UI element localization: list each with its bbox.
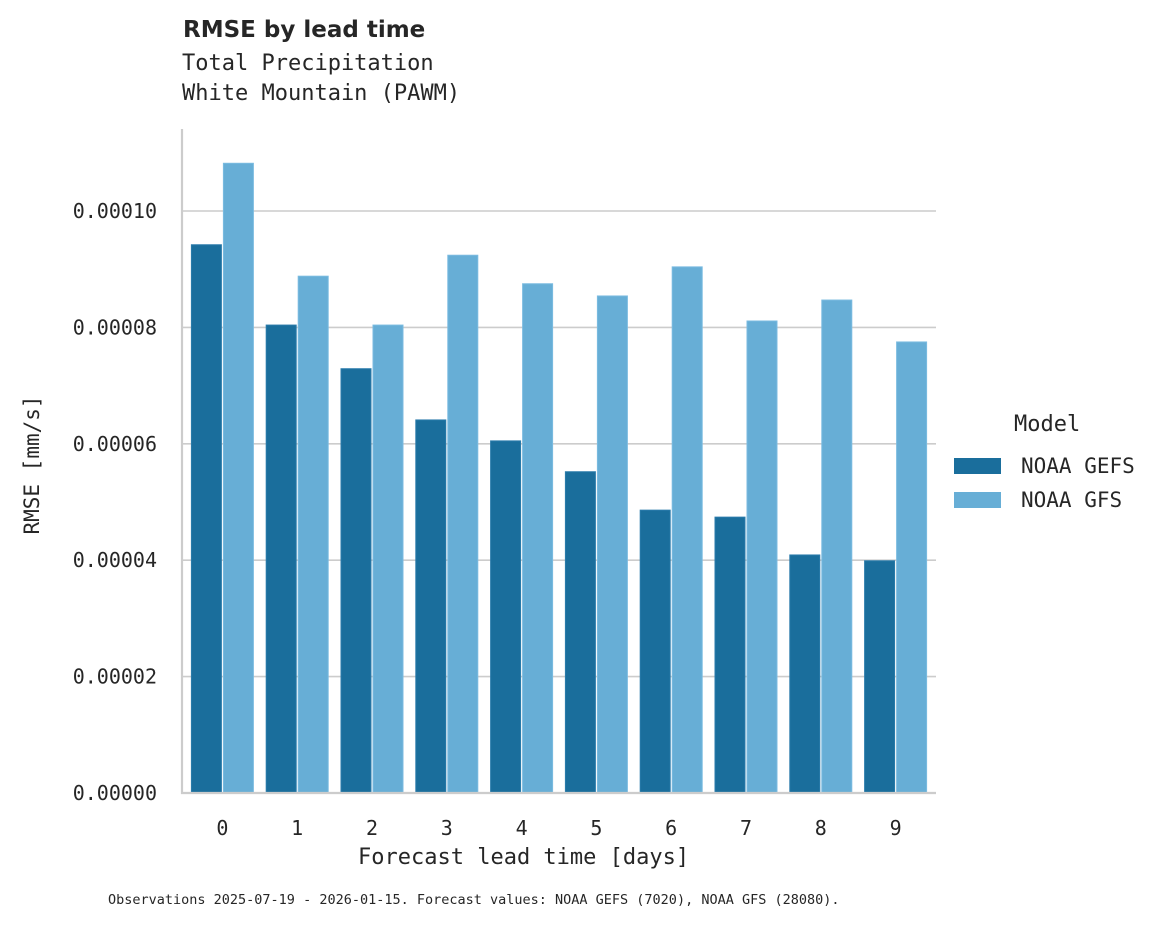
y-tick-label: 0.00002 (73, 665, 157, 689)
bar-gefs (415, 419, 447, 794)
chart-subtitle-station: White Mountain (PAWM) (182, 81, 461, 106)
legend-label-gefs: NOAA GEFS (1021, 454, 1135, 478)
x-tick-label: 8 (815, 816, 827, 840)
x-tick-label: 7 (740, 816, 752, 840)
bar-gefs (490, 440, 522, 794)
bar-gfs (821, 299, 853, 794)
x-tick-label: 4 (516, 816, 528, 840)
footnote: Observations 2025-07-19 - 2026-01-15. Fo… (108, 892, 840, 908)
bar-gfs (297, 275, 329, 794)
bar-gfs (596, 295, 628, 794)
chart-subtitle-variable: Total Precipitation (182, 51, 434, 76)
x-tick-label: 0 (216, 816, 228, 840)
x-tick-label: 3 (441, 816, 453, 840)
legend-label-gfs: NOAA GFS (1021, 488, 1123, 512)
bar-gefs (864, 560, 896, 794)
x-tick-label: 2 (366, 816, 378, 840)
bar-gfs (372, 324, 404, 794)
bar-gfs (671, 266, 703, 794)
x-tick-label: 5 (590, 816, 602, 840)
y-tick-labels: 0.00000 0.00002 0.00004 0.00006 0.00008 0.000… (73, 199, 157, 805)
bar-gfs (522, 283, 554, 794)
y-tick-label: 0.00000 (73, 781, 157, 805)
x-tick-label: 6 (665, 816, 677, 840)
y-tick-label: 0.00004 (73, 548, 157, 572)
y-tick-label: 0.00006 (73, 432, 157, 456)
legend-item-gfs: NOAA GFS (954, 488, 1122, 512)
legend-item-gefs: NOAA GEFS (954, 454, 1135, 478)
x-tick-label: 9 (890, 816, 902, 840)
bar-gfs (746, 320, 778, 794)
y-tick-label: 0.00008 (73, 315, 157, 339)
bar-gfs (447, 254, 479, 794)
x-axis-label: Forecast lead time [days] (358, 845, 690, 870)
y-axis-label: RMSE [mm/s] (20, 395, 44, 535)
legend-title: Model (1014, 412, 1081, 437)
legend-swatch-gfs (954, 492, 1001, 508)
x-tick-label: 1 (291, 816, 303, 840)
bar-gefs (714, 516, 746, 794)
bar-gefs (564, 471, 596, 794)
y-tick-label: 0.00010 (73, 199, 157, 223)
x-tick-labels: 0 1 2 3 4 5 6 7 8 9 (216, 816, 901, 840)
bar-series (190, 162, 928, 794)
bar-gefs (190, 244, 222, 794)
bar-gefs (639, 509, 671, 794)
axes (180, 129, 936, 795)
legend-swatch-gefs (954, 458, 1001, 474)
bar-gefs (789, 554, 821, 794)
bar-gfs (222, 162, 254, 794)
chart-title: RMSE by lead time (183, 17, 426, 43)
bar-gfs (896, 341, 928, 794)
bar-gefs (265, 324, 297, 794)
bar-gefs (340, 368, 372, 794)
